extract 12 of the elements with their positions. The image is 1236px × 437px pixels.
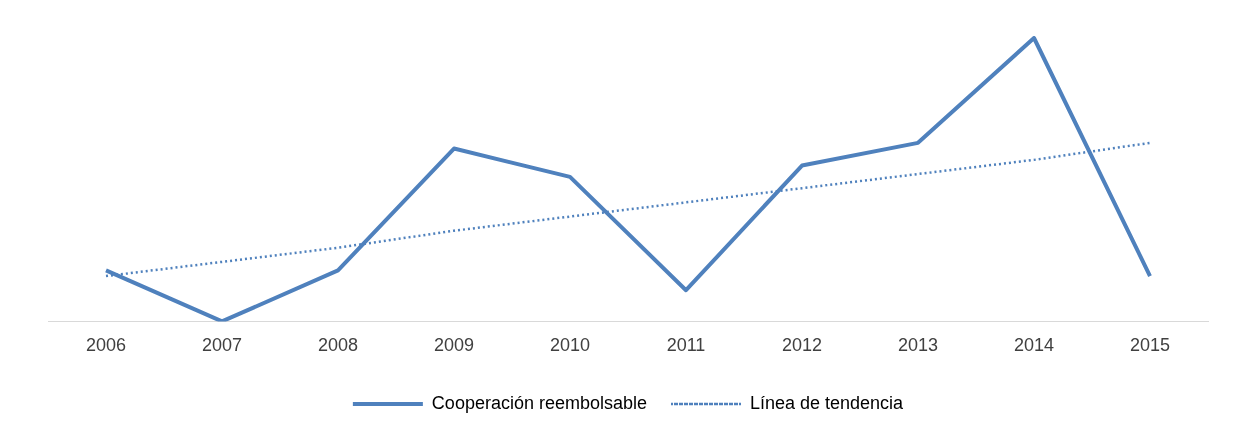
legend-label: Línea de tendencia xyxy=(750,392,905,413)
x-tick-label: 2011 xyxy=(666,335,706,356)
x-tick-label: 2015 xyxy=(1129,335,1171,356)
x-tick-label: 2010 xyxy=(549,335,591,356)
x-tick-label: 2013 xyxy=(897,335,939,356)
x-tick-label: 2006 xyxy=(85,335,127,356)
legend-label: Cooperación reembolsable xyxy=(431,392,648,413)
x-tick-label: 2008 xyxy=(317,335,359,356)
x-tick-label: 2014 xyxy=(1013,335,1055,356)
x-tick-label: 2012 xyxy=(781,335,823,356)
x-tick-label: 2007 xyxy=(201,335,243,356)
x-tick-label: 2009 xyxy=(433,335,475,356)
